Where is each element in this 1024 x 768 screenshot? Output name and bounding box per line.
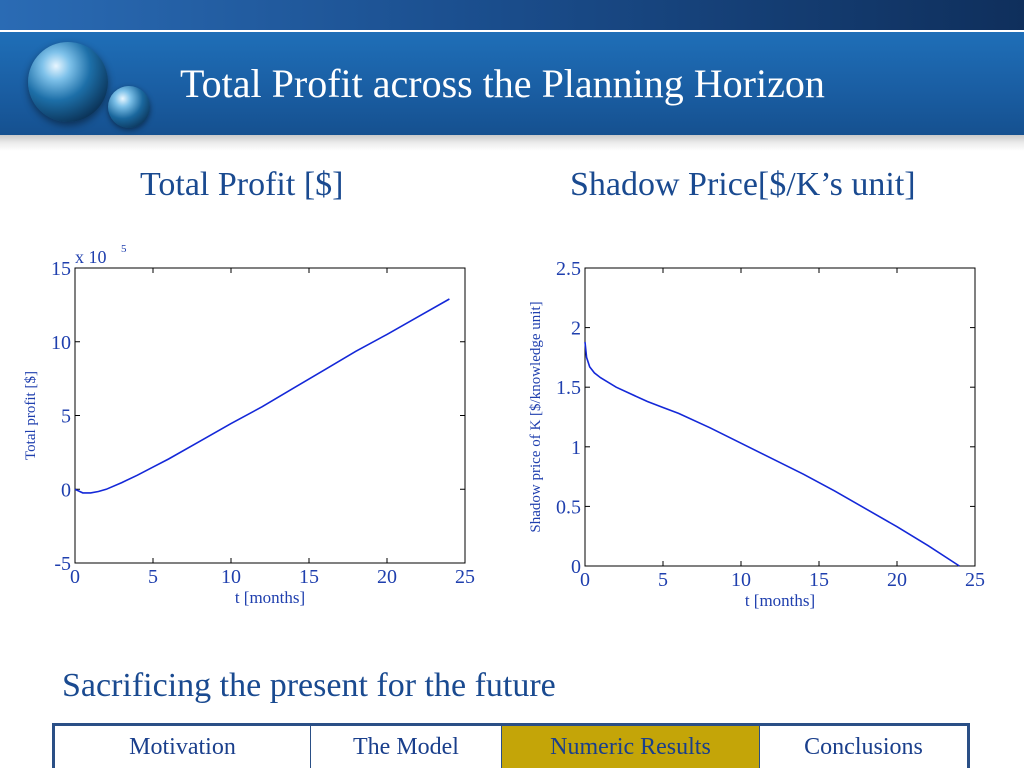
- x-axis-label: t [months]: [235, 588, 305, 607]
- y-axis-label: Shadow price of K [$/knowledge unit]: [528, 301, 544, 532]
- x-axis-label: t [months]: [745, 591, 815, 610]
- x-tick-label: 0: [580, 569, 590, 591]
- x-tick-label: 10: [731, 569, 751, 591]
- x-tick-label: 5: [148, 566, 158, 588]
- y-tick-label: 0.5: [556, 496, 581, 518]
- left-chart-heading: Total Profit [$]: [140, 166, 344, 203]
- y-tick-label: 1: [571, 437, 581, 459]
- globe-logo-icon: [28, 42, 108, 122]
- y-tick-label: 2: [571, 318, 581, 340]
- y-tick-label: 2.5: [556, 258, 581, 280]
- x-tick-label: 0: [70, 566, 80, 588]
- plot-frame: [584, 267, 976, 567]
- section-nav-bar: Motivation The Model Numeric Results Con…: [52, 723, 970, 768]
- series-line: [584, 341, 960, 567]
- slide-subtitle: Sacrificing the present for the future: [62, 667, 556, 704]
- x-tick-label: 15: [809, 569, 829, 591]
- right-chart-heading: Shadow Price[$/K’s unit]: [570, 166, 916, 203]
- y-tick-label: 5: [61, 406, 71, 428]
- scale-exponent: 5: [121, 243, 127, 255]
- nav-item-the-model[interactable]: The Model: [311, 726, 502, 768]
- nav-item-motivation[interactable]: Motivation: [55, 726, 311, 768]
- y-tick-label: 15: [51, 258, 71, 280]
- shadow-price-chart: 0 5 10 15 20 25 0 0.5 1 1.5 2 2.5 t [months] Shadow p…: [528, 258, 985, 610]
- x-tick-label: 20: [377, 566, 397, 588]
- plot-frame: [74, 267, 466, 564]
- y-tick-label: 0: [61, 479, 71, 501]
- x-tick-label: 25: [455, 566, 475, 588]
- header-shadow: [0, 135, 1024, 151]
- top-decorative-strip: [0, 0, 1024, 30]
- y-tick-label: -5: [54, 553, 71, 575]
- y-tick-label: 0: [571, 556, 581, 578]
- y-axis-label: Total profit [$]: [23, 371, 39, 460]
- nav-item-numeric-results[interactable]: Numeric Results: [502, 726, 760, 768]
- slide-title: Total Profit across the Planning Horizon: [180, 61, 825, 106]
- x-tick-label: 20: [887, 569, 907, 591]
- small-globe-icon: [108, 86, 150, 128]
- y-tick-label: 1.5: [556, 377, 581, 399]
- y-tick-label: 10: [51, 332, 71, 354]
- header-band: [0, 30, 1024, 137]
- scale-note: x 10: [75, 247, 107, 267]
- nav-item-conclusions[interactable]: Conclusions: [804, 733, 923, 760]
- series-line: [74, 298, 450, 494]
- x-tick-label: 10: [221, 566, 241, 588]
- x-tick-label: 15: [299, 566, 319, 588]
- x-tick-label: 5: [658, 569, 668, 591]
- x-tick-label: 25: [965, 569, 985, 591]
